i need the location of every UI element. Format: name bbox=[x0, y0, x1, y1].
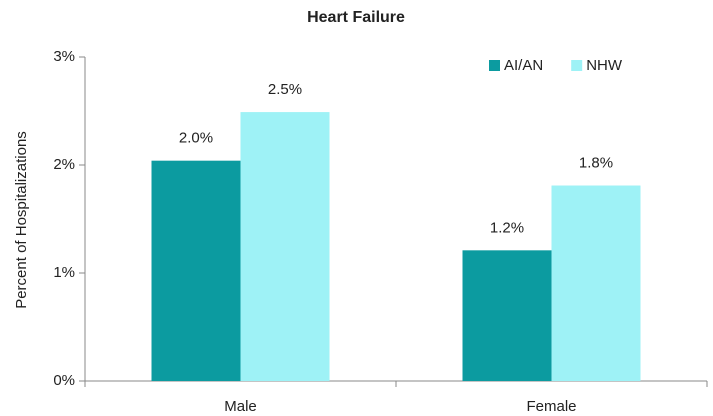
data-label: 2.5% bbox=[268, 81, 302, 98]
y-axis-label: Percent of Hospitalizations bbox=[13, 131, 30, 309]
x-tick-label: Female bbox=[526, 398, 576, 415]
y-tick-label: 0% bbox=[53, 372, 75, 389]
data-label: 1.2% bbox=[490, 219, 524, 236]
bar bbox=[551, 185, 641, 381]
x-tick-label: Male bbox=[224, 398, 257, 415]
data-label: 1.8% bbox=[579, 154, 613, 171]
legend-swatch bbox=[489, 60, 500, 71]
bar bbox=[240, 112, 330, 381]
y-tick-label: 1% bbox=[53, 264, 75, 281]
legend-swatch bbox=[571, 60, 583, 71]
y-tick-label: 2% bbox=[53, 156, 75, 173]
y-tick-label: 3% bbox=[53, 48, 75, 65]
chart-title: Heart Failure bbox=[307, 9, 405, 26]
data-label: 2.0% bbox=[179, 130, 213, 147]
legend-label: NHW bbox=[586, 57, 623, 74]
bar bbox=[462, 250, 552, 381]
legend-label: AI/AN bbox=[504, 57, 543, 74]
bar bbox=[151, 160, 241, 381]
